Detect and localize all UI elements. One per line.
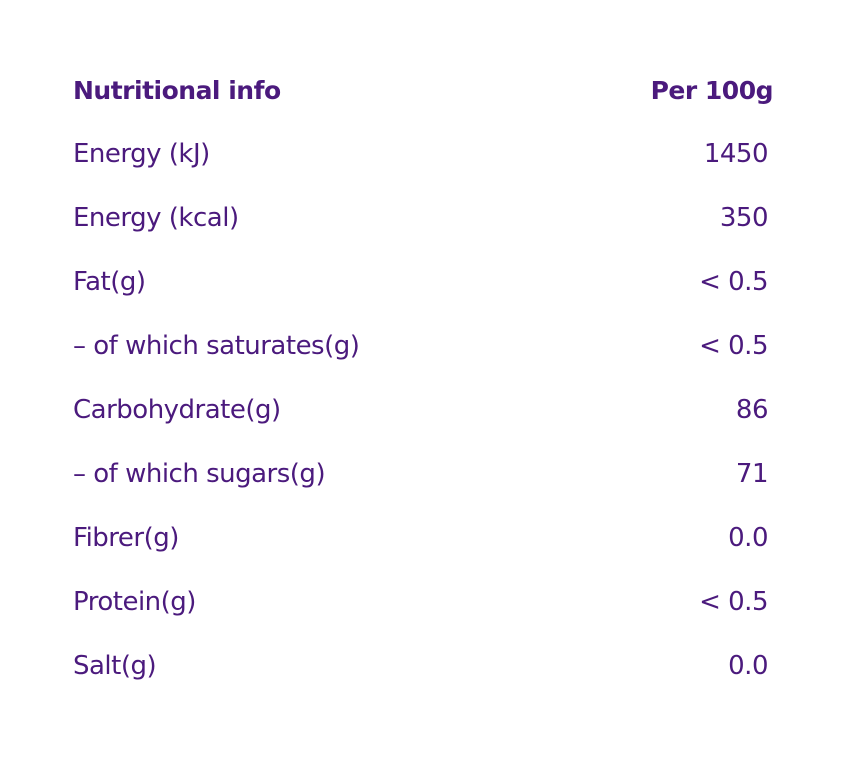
header-cell: Nutritional info — [73, 75, 281, 105]
label-cell: Carbohydrate(g) — [73, 395, 281, 425]
table-row: Protein(g) < 0.5 — [73, 570, 773, 634]
label-cell: Salt(g) — [73, 651, 157, 681]
table-row: Salt(g) 0.0 — [73, 634, 773, 698]
label-cell: – of which saturates(g) — [73, 331, 360, 361]
label-cell: Protein(g) — [73, 587, 196, 617]
value-cell: < 0.5 — [699, 331, 768, 361]
table-row: Fibrer(g) 0.0 — [73, 506, 773, 570]
header-cell: Per 100g — [650, 75, 774, 105]
table-row: Energy (kJ) 1450 — [73, 122, 773, 186]
label-cell: Fat(g) — [73, 267, 146, 297]
table-row: Fat(g) < 0.5 — [73, 250, 773, 314]
value-cell: 86 — [735, 395, 769, 425]
value-cell: 0.0 — [728, 651, 768, 681]
label-cell: Energy (kJ) — [73, 139, 210, 169]
label-cell: – of which sugars(g) — [73, 459, 326, 489]
table-row: – of which saturates(g) < 0.5 — [73, 314, 773, 378]
nutrition-table: Nutritional info Per 100g Energy (kJ) 145… — [73, 58, 774, 698]
value-cell: 71 — [735, 459, 769, 489]
value-cell: 1450 — [703, 139, 769, 169]
table-row: Energy (kcal) 350 — [73, 186, 773, 250]
header-row: Nutritional info Per 100g — [73, 58, 774, 122]
value-cell: 0.0 — [728, 523, 768, 553]
label-cell: Energy (kcal) — [73, 203, 239, 233]
value-cell: < 0.5 — [699, 267, 768, 297]
value-cell: < 0.5 — [699, 587, 768, 617]
table-row: Carbohydrate(g) 86 — [73, 378, 773, 442]
value-cell: 350 — [719, 203, 769, 233]
table-row: – of which sugars(g) 71 — [73, 442, 773, 506]
label-cell: Fibrer(g) — [73, 523, 179, 553]
